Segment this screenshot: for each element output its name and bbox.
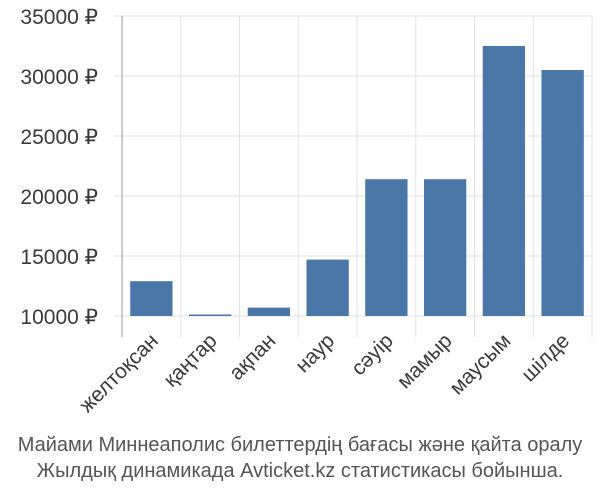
x-tick-label: шілде — [517, 329, 574, 386]
bar-желтоқсан — [130, 281, 173, 316]
y-tick-label: 10000 ₽ — [20, 306, 98, 329]
bar-маусым — [482, 46, 526, 316]
y-tick-labels: 10000 ₽ 15000 ₽ 20000 ₽ 25000 ₽ 30000 ₽ 35000… — [20, 6, 98, 329]
y-tick-label: 30000 ₽ — [20, 66, 98, 89]
bar-мамыр — [423, 179, 467, 316]
bars — [130, 46, 584, 316]
grid-lines — [114, 15, 593, 337]
x-tick-label: ақпан — [225, 329, 281, 385]
y-tick-label: 15000 ₽ — [20, 246, 98, 269]
bar-chart: 10000 ₽ 15000 ₽ 20000 ₽ 25000 ₽ 30000 ₽ 35000… — [20, 6, 593, 417]
bar-қаңтар — [188, 314, 232, 316]
x-tick-label: маусым — [445, 329, 515, 399]
bar-наур — [306, 259, 349, 316]
x-tick-label: сәуір — [347, 329, 398, 380]
x-tick-label: қаңтар — [159, 329, 221, 391]
bar-ақпан — [247, 307, 291, 316]
y-tick-label: 35000 ₽ — [20, 6, 98, 29]
x-tick-label: желтоқсан — [75, 329, 163, 417]
caption-line-1: Майами Миннеаполис билеттердің бағасы жә… — [17, 434, 583, 456]
bar-сәуір — [365, 179, 408, 316]
y-tick-label: 25000 ₽ — [20, 126, 98, 149]
y-tick-label: 20000 ₽ — [20, 186, 98, 209]
bar-шілде — [541, 70, 584, 316]
caption-line-2: Жылдық динамикада Avticket.kz статистика… — [36, 460, 564, 482]
